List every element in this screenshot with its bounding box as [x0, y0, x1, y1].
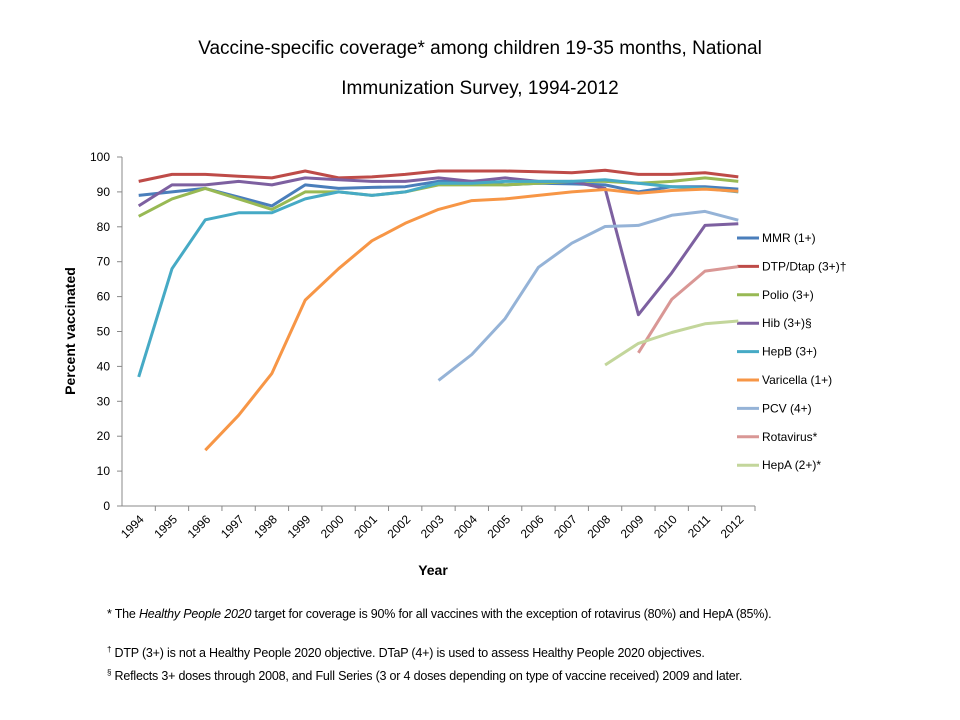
x-tick-label: 2000 — [318, 512, 347, 541]
legend-label: Polio (3+) — [762, 288, 814, 302]
y-tick-label: 80 — [97, 220, 111, 234]
x-tick-label: 1995 — [151, 512, 180, 541]
series-line-hib-3 — [137, 176, 739, 317]
y-tick-label: 10 — [97, 464, 111, 478]
x-tick-label: 1994 — [118, 512, 147, 541]
footnote-2: † DTP (3+) is not a Healthy People 2020 … — [107, 641, 847, 662]
x-tick-label: 2005 — [484, 512, 513, 541]
x-tick-label: 2008 — [584, 512, 613, 541]
footnote-1: * The Healthy People 2020 target for cov… — [107, 605, 847, 623]
x-tick-label: 1998 — [251, 512, 280, 541]
x-tick-label: 2003 — [418, 512, 447, 541]
series-line-pcv-4 — [437, 209, 739, 382]
y-tick-label: 100 — [90, 150, 110, 164]
x-axis-title: Year — [418, 562, 448, 578]
series-line-varicella-1 — [204, 187, 739, 452]
footnote-3-mark: § — [107, 668, 112, 677]
x-tick-label: 2006 — [518, 512, 547, 541]
legend-label: HepB (3+) — [762, 345, 817, 359]
chart-title-line-2: Immunization Survey, 1994-2012 — [341, 78, 619, 99]
footnote-1-text: target for coverage is 90% for all vacci… — [251, 607, 772, 621]
y-tick-label: 30 — [97, 394, 111, 408]
x-tick-label: 1996 — [185, 512, 214, 541]
legend-label: Rotavirus* — [762, 430, 818, 444]
series-line-rotavirus — [637, 265, 739, 354]
x-tick-label: 1997 — [218, 512, 247, 541]
series-line-hepb-3 — [137, 178, 739, 378]
x-tick-label: 2011 — [685, 512, 713, 540]
footnote-2-text: DTP (3+) is not a Healthy People 2020 ob… — [111, 646, 705, 661]
x-tick-label: 2002 — [385, 512, 414, 541]
y-tick-label: 50 — [97, 325, 111, 339]
x-tick-label: 1999 — [285, 512, 314, 541]
legend-label: PCV (4+) — [762, 401, 812, 415]
chart-title-line-1: Vaccine-specific coverage* among childre… — [198, 38, 762, 59]
y-tick-label: 20 — [97, 429, 111, 443]
y-tick-label: 90 — [97, 185, 111, 199]
footnote-3: § Reflects 3+ doses through 2008, and Fu… — [107, 664, 847, 685]
x-tick-label: 2012 — [718, 512, 747, 541]
footnote-2-mark: † — [107, 645, 112, 654]
x-tick-label: 2001 — [351, 512, 380, 541]
legend-label: Hib (3+)§ — [762, 316, 812, 330]
x-tick-label: 2004 — [451, 512, 480, 541]
footnote-3-text: Reflects 3+ doses through 2008, and Full… — [111, 669, 743, 684]
legend-label: HepA (2+)* — [762, 458, 821, 472]
footnote-1-prefix: * The — [107, 607, 139, 621]
y-tick-label: 70 — [97, 255, 111, 269]
footnote-1-italic: Healthy People 2020 — [138, 607, 252, 621]
y-tick-label: 40 — [97, 359, 111, 373]
x-tick-label: 2009 — [618, 512, 647, 541]
series-line-dtp-dtap-3 — [138, 168, 739, 183]
x-tick-label: 2007 — [551, 512, 580, 541]
x-tick-label: 2010 — [651, 512, 680, 541]
y-axis-title: Percent vaccinated — [62, 267, 78, 395]
y-tick-label: 0 — [103, 499, 110, 513]
legend-label: Varicella (1+) — [762, 373, 832, 387]
legend-label: MMR (1+) — [762, 231, 816, 245]
legend-label: DTP/Dtap (3+)† — [762, 259, 846, 273]
y-tick-label: 60 — [97, 290, 111, 304]
series-line-hepa-2 — [604, 319, 739, 367]
